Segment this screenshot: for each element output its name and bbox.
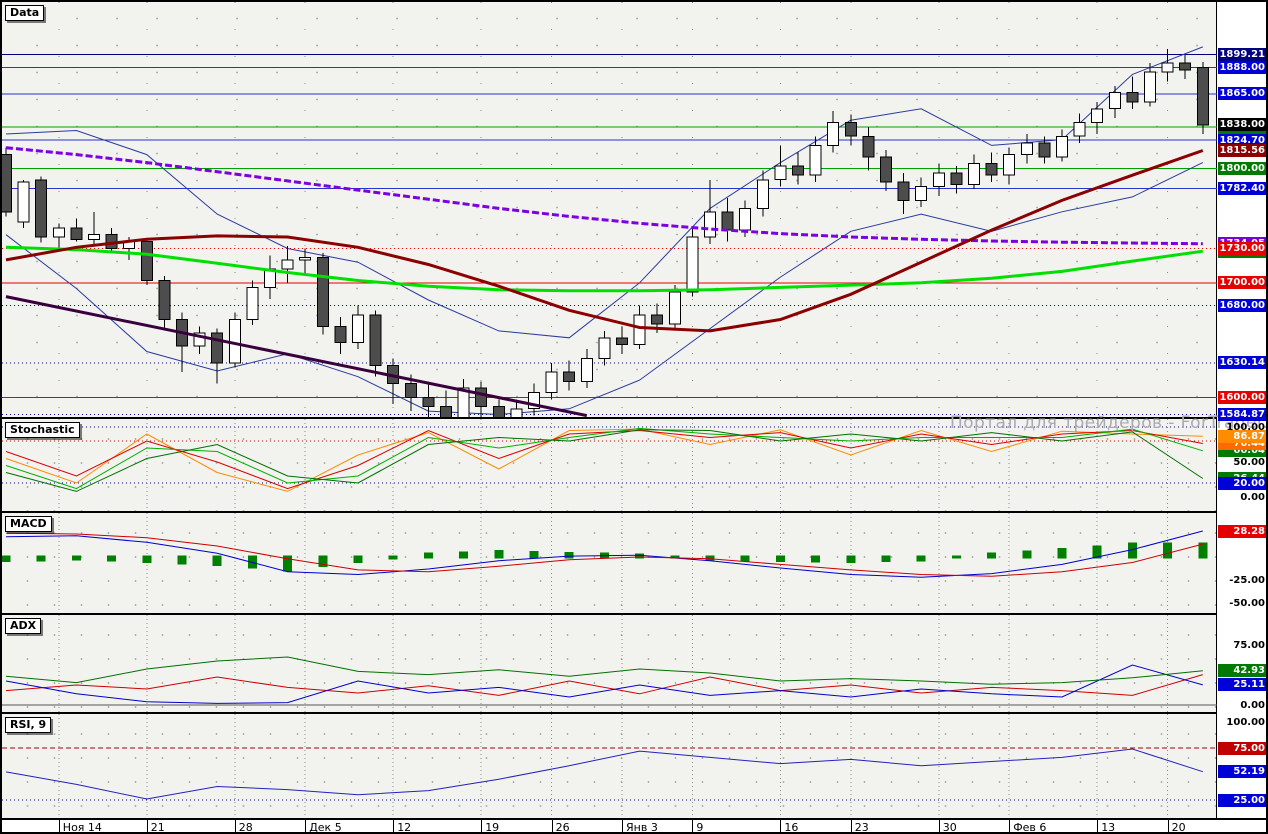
- macd-line: [5, 530, 1203, 578]
- axis-price-label: 42.93: [1218, 664, 1266, 678]
- time-label: 13: [1101, 821, 1116, 834]
- adx-minus-di: [5, 674, 1203, 696]
- time-label: 19: [485, 821, 500, 834]
- axis-price-label: 1730.00: [1218, 242, 1266, 255]
- Data-svg: [2, 2, 1217, 417]
- time-tick: [780, 820, 782, 832]
- ma-purple: [5, 146, 1203, 246]
- axis-price-label: 1584.87: [1218, 408, 1266, 422]
- axis-price-label: 50.00: [1233, 456, 1265, 468]
- time-tick: [622, 820, 623, 832]
- time-tick: [938, 820, 940, 832]
- time-label: 16: [784, 821, 799, 834]
- axis-price-label: 1680.00: [1218, 299, 1266, 313]
- time-label: 20: [1171, 821, 1186, 834]
- main-chart-panel[interactable]: Data: [2, 2, 1217, 417]
- axis-price-label: 75.00: [1218, 741, 1266, 755]
- time-label: 30: [942, 821, 957, 834]
- axis-price-label: 100.00: [1226, 716, 1265, 728]
- axis-price-label: -50.00: [1229, 597, 1265, 609]
- axis-price-label: 25.00: [1218, 793, 1266, 807]
- axis-price-label: 1824.70: [1218, 133, 1266, 147]
- MACD-svg: [2, 513, 1208, 613]
- stochastic-green-fast: [5, 427, 1203, 490]
- axis-price-label: 20.00: [1218, 476, 1266, 490]
- axis-price-label: 1865.00: [1218, 87, 1266, 101]
- axis-price-label: 0.00: [1240, 491, 1265, 503]
- bollinger-upper: [5, 46, 1203, 339]
- axis-price-label: -25.00: [1229, 574, 1265, 586]
- time-tick: [850, 820, 852, 832]
- axis-price-label: 52.19: [1218, 765, 1266, 779]
- panel-tab-rsi[interactable]: RSI, 9: [5, 717, 52, 733]
- axis-price-label: 1838.00: [1218, 118, 1266, 132]
- time-tick: [1097, 820, 1099, 832]
- time-tick: [1009, 820, 1011, 832]
- axis-price-label: 1815.56: [1218, 144, 1266, 157]
- axis-price-label: 1782.40: [1218, 182, 1266, 195]
- time-tick: [146, 820, 148, 832]
- axis-price-label: 1888.00: [1218, 61, 1266, 75]
- axis-price-label: 1700.00: [1218, 276, 1266, 290]
- panel-tab-adx[interactable]: ADX: [5, 618, 42, 634]
- time-tick: [1167, 820, 1169, 832]
- axis-price-label: 1630.14: [1218, 356, 1266, 370]
- time-label: 28: [238, 821, 253, 834]
- rsi-line: [5, 748, 1203, 800]
- stochastic-red: [5, 429, 1203, 490]
- time-tick: [393, 820, 395, 832]
- trendline: [5, 295, 588, 417]
- bollinger-lower: [5, 162, 1204, 416]
- time-tick: [305, 820, 307, 832]
- axis-price-label: 100.00: [1226, 421, 1265, 433]
- axis-price-label: 25.11: [1218, 678, 1266, 692]
- rsi-panel[interactable]: RSI, 9: [2, 712, 1217, 818]
- RSI, 9-svg: [2, 714, 1217, 818]
- time-label: Фев 6: [1013, 821, 1047, 834]
- time-label: 23: [854, 821, 869, 834]
- adx-plus-di: [5, 664, 1203, 704]
- time-label: 12: [397, 821, 412, 834]
- axis-price-label: 1899.21: [1218, 48, 1266, 62]
- stochastic-panel[interactable]: Stochastic: [2, 417, 1217, 511]
- macd-panel[interactable]: MACD: [2, 511, 1217, 613]
- adx-main: [5, 656, 1203, 685]
- axis-price-label: 0.00: [1240, 699, 1265, 711]
- ma-red: [5, 149, 1204, 333]
- time-label: Ноя 14: [62, 821, 102, 834]
- macd-histogram: [2, 542, 1208, 572]
- time-tick: [234, 820, 236, 832]
- time-tick: [58, 820, 60, 832]
- axis-price-label: 86.87: [1218, 429, 1266, 443]
- time-label: 9: [696, 821, 704, 834]
- Stochastic-svg: [2, 419, 1217, 511]
- stochastic-orange: [5, 428, 1203, 492]
- time-label: 26: [555, 821, 570, 834]
- macd-signal: [5, 532, 1203, 577]
- time-tick: [481, 820, 483, 832]
- time-label: Янв 3: [626, 821, 658, 834]
- axis-price-label: 1800.00: [1218, 161, 1266, 175]
- time-tick: [551, 820, 553, 832]
- panel-tab-macd[interactable]: MACD: [5, 516, 52, 532]
- axis-price-label: 1600.00: [1218, 390, 1266, 404]
- stochastic-green-slow: [5, 429, 1204, 492]
- time-tick: [692, 820, 694, 832]
- time-axis[interactable]: Ноя 14 21 28 Дек 5 12 19 26 Янв 3 9 16 23 30 Фев 6 13…: [2, 818, 1266, 834]
- axis-price-label: 75.00: [1233, 639, 1265, 651]
- ADX-svg: [2, 615, 1217, 712]
- ma-green: [5, 245, 1204, 293]
- time-label: 21: [150, 821, 165, 834]
- time-label: Дек 5: [309, 821, 342, 834]
- panel-tab-data[interactable]: Data: [5, 5, 45, 21]
- panel-tab-stochastic[interactable]: Stochastic: [5, 422, 80, 438]
- adx-panel[interactable]: ADX: [2, 613, 1217, 712]
- axis-price-label: 28.28: [1218, 524, 1266, 538]
